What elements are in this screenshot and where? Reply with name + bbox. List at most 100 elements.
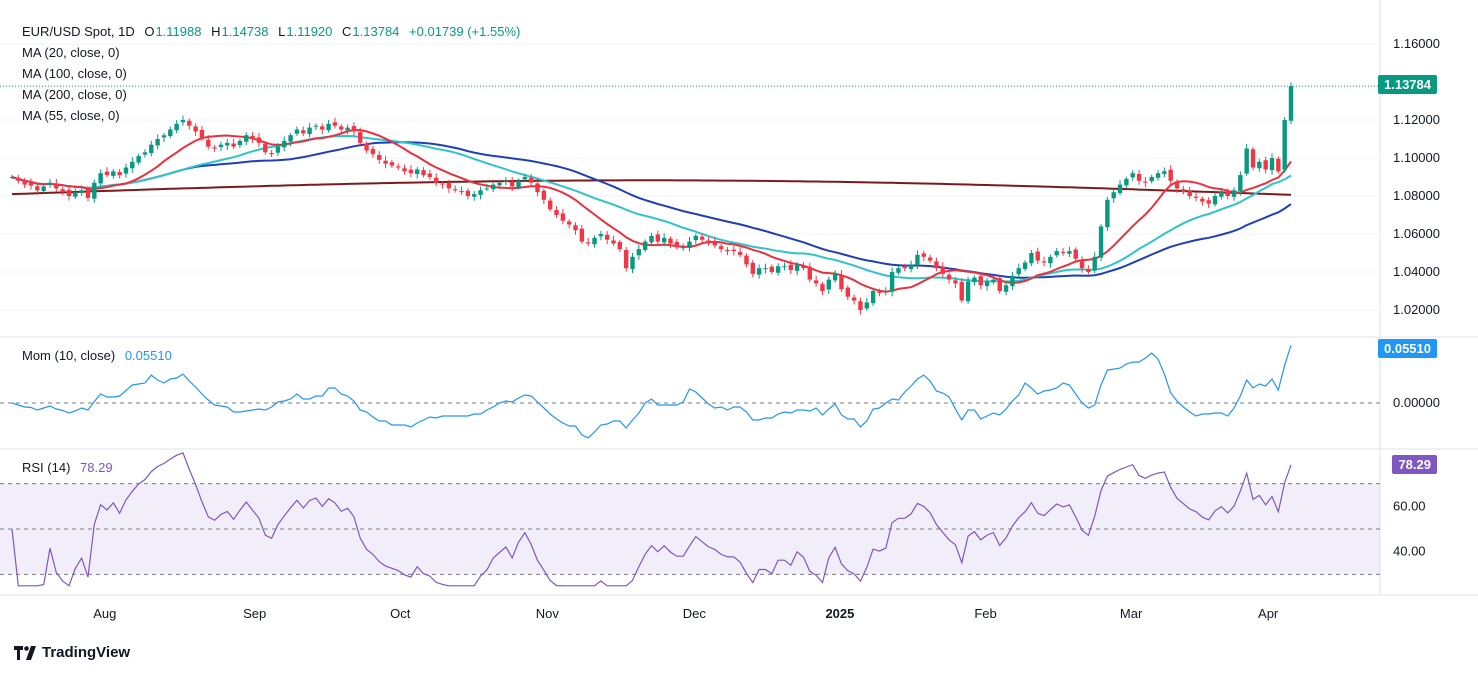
rsi-tick-label: 40.00: [1393, 544, 1426, 559]
candle-body: [573, 225, 578, 231]
ma200-legend[interactable]: MA (200, close, 0): [22, 87, 127, 102]
rsi-pane: [0, 452, 1380, 587]
candle-body: [1029, 253, 1034, 264]
candle-body: [282, 140, 287, 148]
candle-body: [1187, 190, 1192, 196]
candle-body: [459, 191, 464, 193]
low-value: 1.11920: [286, 24, 333, 39]
candle-body: [750, 262, 756, 274]
candle-body: [820, 284, 825, 291]
price-tick-label: 1.04000: [1393, 264, 1440, 279]
candle-body: [22, 181, 27, 185]
time-tick-label: 2025: [825, 606, 854, 621]
candle-body: [883, 291, 888, 292]
rsi-label[interactable]: RSI (14): [22, 460, 71, 475]
candle-body: [1282, 120, 1287, 170]
candle-body: [1016, 268, 1021, 275]
candle-body: [313, 125, 319, 127]
candle-body: [275, 146, 281, 153]
candle-body: [1136, 173, 1142, 181]
candle-body: [104, 171, 110, 176]
ohlc-legend: EUR/USD Spot, 1D O1.11988 H1.14738 L1.11…: [22, 24, 520, 39]
candle-body: [915, 254, 920, 266]
candle-body: [1022, 262, 1028, 269]
price-tick-label: 1.10000: [1393, 150, 1440, 165]
candle-body: [389, 162, 395, 166]
candle-body: [1060, 251, 1066, 253]
candle-body: [858, 301, 863, 310]
price-tick-label: 1.02000: [1393, 302, 1440, 317]
candle-body: [870, 291, 876, 304]
candle-body: [199, 129, 205, 139]
candle-body: [339, 126, 344, 130]
candle-body: [953, 280, 958, 284]
candle-body: [149, 144, 154, 154]
candle-body: [706, 240, 711, 244]
candle-body: [1257, 161, 1262, 169]
candle-body: [1143, 181, 1148, 183]
moving-averages: [11, 128, 1292, 293]
momentum-label[interactable]: Mom (10, close): [22, 348, 116, 363]
candle-body: [218, 144, 224, 147]
candle-body: [263, 143, 268, 153]
momentum-pane: [0, 345, 1380, 439]
candle-body: [839, 274, 844, 290]
candle-body: [1130, 173, 1135, 178]
candle-body: [117, 172, 122, 176]
ma100-legend[interactable]: MA (100, close, 0): [22, 66, 127, 81]
candle-body: [769, 266, 775, 272]
rsi-legend: RSI (14) 78.29: [22, 460, 113, 475]
candle-body: [16, 177, 21, 181]
grid: [0, 0, 1478, 596]
candle-body: [1162, 171, 1167, 174]
ma55-legend[interactable]: MA (55, close, 0): [22, 108, 120, 123]
candle-body: [547, 200, 553, 210]
candle-body: [1098, 226, 1104, 258]
candle-body: [845, 287, 850, 297]
candle-body: [484, 188, 490, 190]
ma20-legend[interactable]: MA (20, close, 0): [22, 45, 120, 60]
candle-body: [592, 237, 597, 245]
candles: [9, 82, 1294, 315]
candle-body: [9, 177, 15, 178]
candle-body: [1048, 256, 1053, 264]
candle-body: [1250, 149, 1256, 168]
candle-body: [237, 140, 243, 146]
candle-body: [161, 135, 167, 138]
time-tick-label: Mar: [1120, 606, 1143, 621]
candle-body: [1111, 192, 1116, 199]
close-value: 1.13784: [352, 24, 400, 39]
candle-body: [801, 265, 806, 269]
candle-body: [516, 180, 521, 188]
ma200-line: [11, 179, 1292, 196]
candle-body: [453, 189, 458, 191]
candle-body: [1003, 285, 1009, 292]
tradingview-logo[interactable]: TradingView: [14, 644, 130, 661]
candle-body: [566, 221, 572, 225]
candle-body: [959, 281, 964, 301]
candle-body: [1073, 249, 1078, 259]
candle-body: [465, 190, 471, 196]
candle-body: [585, 242, 591, 244]
time-tick-label: Sep: [243, 606, 266, 621]
candle-body: [889, 272, 895, 292]
candle-body: [1035, 251, 1040, 261]
candle-body: [617, 241, 623, 250]
candle-body: [649, 235, 654, 243]
symbol-title[interactable]: EUR/USD Spot, 1D: [22, 24, 135, 39]
candle-body: [832, 273, 838, 281]
candle-body: [668, 238, 673, 244]
candle-body: [1231, 190, 1237, 197]
candle-body: [358, 132, 363, 143]
candle-body: [320, 126, 325, 130]
candle-body: [946, 274, 952, 280]
candle-body: [737, 251, 743, 255]
candle-body: [1225, 190, 1230, 196]
candle-body: [142, 152, 148, 155]
candle-body: [440, 183, 445, 185]
candle-body: [1219, 192, 1224, 197]
candle-body: [718, 246, 724, 250]
candle-body: [997, 278, 1002, 291]
candle-body: [560, 213, 566, 221]
